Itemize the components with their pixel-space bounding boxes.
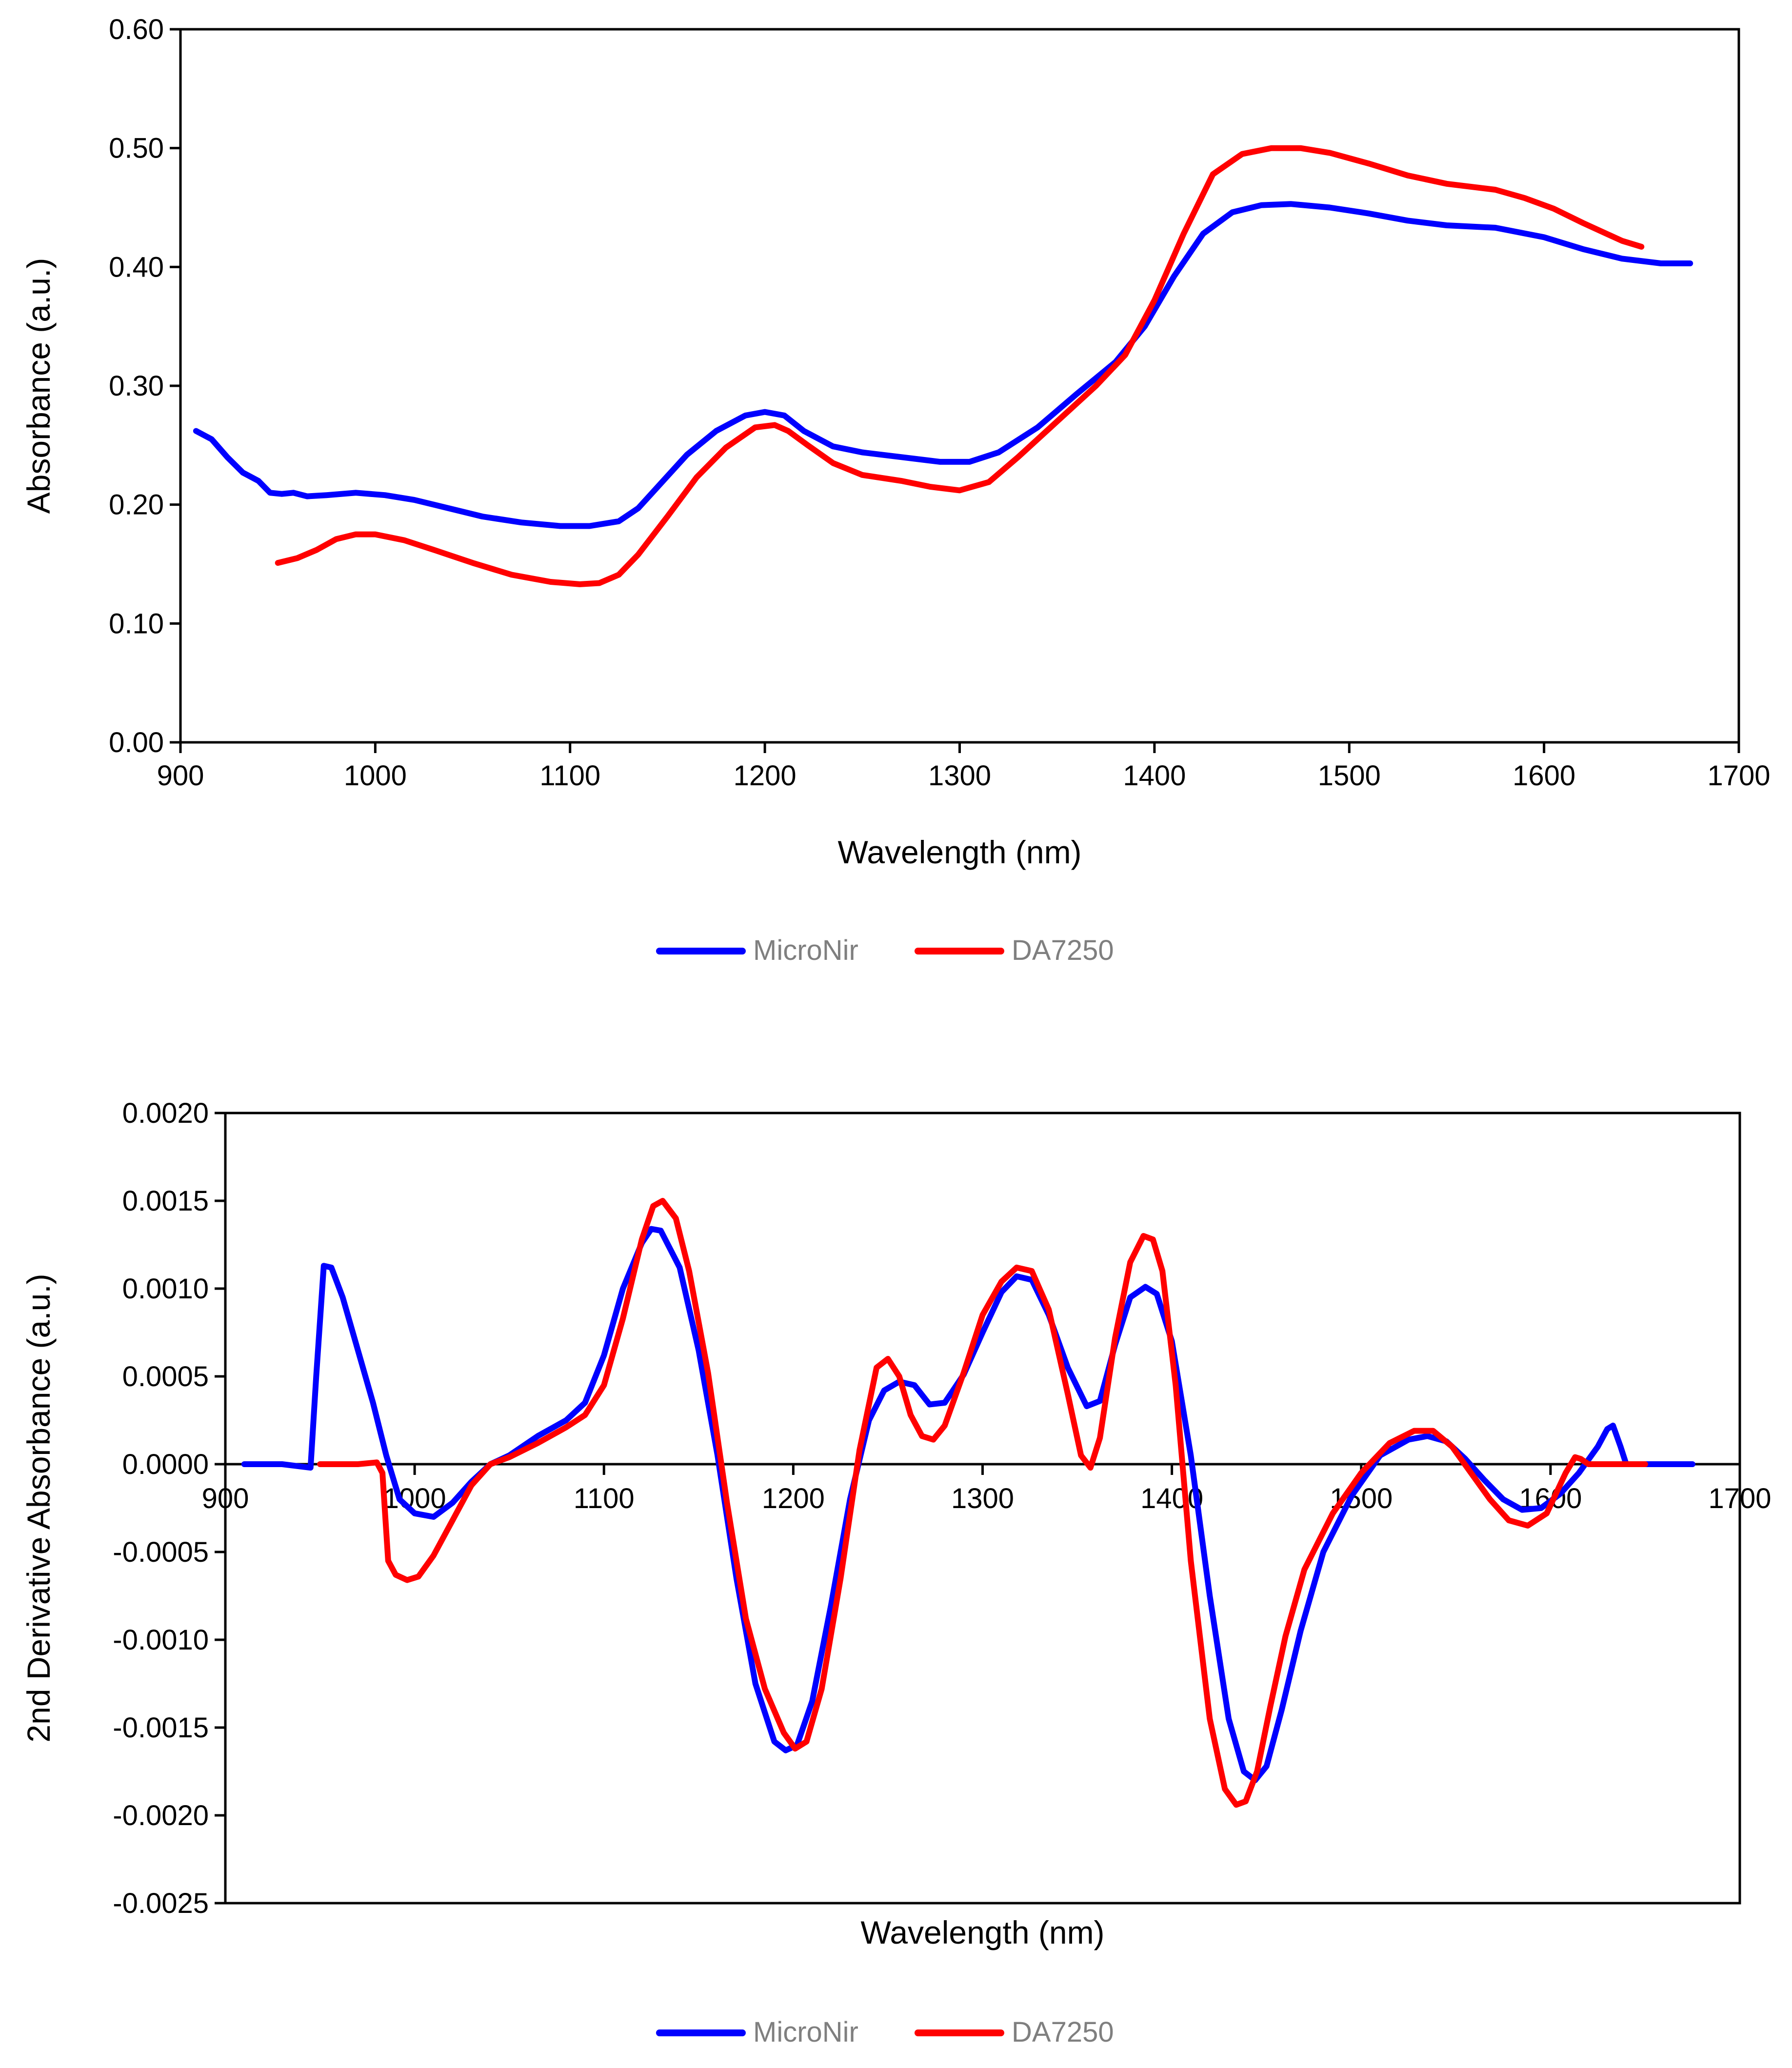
y-tick-label: 0.0010 [122, 1273, 209, 1305]
x-tick-label: 1500 [1318, 760, 1381, 792]
legend-label-micronir: MicroNir [753, 2016, 858, 2048]
x-tick-label: 1100 [574, 1483, 635, 1514]
y-tick-label: 0.10 [109, 608, 164, 639]
y-tick-label: 0.50 [109, 133, 164, 164]
y-tick-label: -0.0025 [113, 1888, 209, 1919]
y-tick-label: -0.0010 [113, 1624, 209, 1656]
y-tick-label: 0.60 [109, 14, 164, 45]
x-tick-label: 1500 [1330, 1483, 1393, 1514]
series-line-da7250 [317, 1198, 1648, 1808]
second-derivative-chart: 0.0020 0.0015 0.0010 0.0005 0.0000 -0.0005 -0.… [20, 1097, 1772, 2048]
y-tick-label: -0.0015 [113, 1712, 209, 1744]
legend-label-da7250: DA7250 [1012, 2016, 1114, 2048]
y-tick-label: 0.40 [109, 251, 164, 283]
legend-label-da7250: DA7250 [1012, 935, 1114, 966]
x-tick-label: 1200 [734, 760, 796, 792]
y-tick-label: -0.0005 [113, 1536, 209, 1568]
y-tick-label: -0.0020 [113, 1800, 209, 1831]
series-line-micronir [193, 201, 1693, 529]
y-tick-label: 0.0005 [122, 1361, 209, 1392]
y-tick-label: 0.0020 [122, 1097, 209, 1129]
absorbance-chart: 0.00 0.10 0.20 0.30 0.40 0.50 0.60 900 1000 1100 1… [20, 14, 1771, 966]
x-tick-label: 1300 [951, 1483, 1014, 1514]
y-tick-label: 0.00 [109, 727, 164, 758]
x-tick-label: 1700 [1708, 1483, 1771, 1514]
x-tick-label: 1100 [539, 760, 600, 792]
plot-frame [179, 28, 1740, 744]
y-tick-label: 0.30 [109, 370, 164, 402]
x-tick-label: 1000 [344, 760, 407, 792]
y-tick-label: 0.0000 [122, 1449, 209, 1480]
x-tick-label: 900 [202, 1483, 249, 1514]
x-tick-label: 1600 [1513, 760, 1575, 792]
x-axis-title: Wavelength (nm) [860, 1914, 1104, 1950]
series-line-da7250 [275, 145, 1645, 587]
x-axis-title: Wavelength (nm) [837, 834, 1081, 870]
y-axis-title: 2nd Derivative Absorbance (a.u.) [20, 1273, 57, 1742]
legend-label-micronir: MicroNir [753, 935, 858, 966]
plot-frame [224, 1112, 1741, 1905]
y-axis-title: Absorbance (a.u.) [20, 258, 57, 514]
x-tick-label: 1700 [1707, 760, 1770, 792]
x-tick-label: 1200 [762, 1483, 825, 1514]
x-tick-label: 1400 [1123, 760, 1186, 792]
y-tick-label: 0.0015 [122, 1185, 209, 1217]
x-tick-label: 900 [157, 760, 204, 792]
x-tick-label: 1300 [928, 760, 991, 792]
y-tick-label: 0.20 [109, 489, 164, 521]
